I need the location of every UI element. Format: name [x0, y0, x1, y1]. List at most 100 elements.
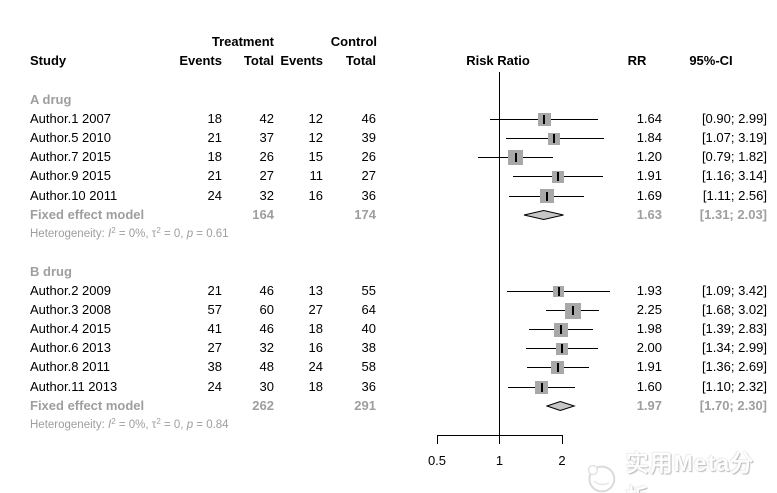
bird-logo-icon [587, 464, 616, 493]
heterogeneity-segment: 2 [111, 416, 116, 426]
ci-value: [1.10; 2.32] [701, 378, 767, 394]
treatment-events-header: Events [179, 53, 222, 68]
rr-value: 1.91 [636, 168, 662, 184]
pooled-effect-diamond [546, 400, 576, 411]
rr-value: 1.84 [636, 130, 662, 146]
point-estimate-tick [543, 115, 546, 125]
ci-value: [1.68; 3.02] [701, 302, 767, 318]
treatment-total-header: Total [243, 53, 274, 68]
treatment-total-value: 60 [259, 302, 274, 318]
control-total-value: 55 [361, 283, 376, 298]
control-events-value: 12 [308, 111, 323, 127]
treatment-total-value: 30 [259, 378, 274, 394]
study-label: Author.10 2011 [30, 187, 118, 203]
point-estimate-tick [514, 153, 517, 163]
point-estimate-tick [545, 191, 548, 201]
treatment-events-value: 27 [207, 340, 222, 356]
heterogeneity-segment: Heterogeneity: [30, 227, 108, 240]
treatment-events-value: 38 [207, 359, 222, 375]
watermark-text: 实用Meta分析 [625, 450, 755, 493]
point-estimate-tick [553, 134, 556, 144]
control-total-value: 64 [361, 302, 376, 318]
study-label: Author.8 2011 [30, 359, 110, 375]
rr-column-header: RR [627, 53, 647, 68]
fixed-control-total: 291 [354, 397, 376, 413]
point-estimate-tick [540, 382, 543, 392]
ci-column-header: 95%-CI [689, 53, 733, 68]
control-events-value: 15 [308, 149, 323, 165]
heterogeneity-segment: = 0%, [115, 418, 152, 431]
treatment-events-value: 21 [207, 130, 222, 146]
treatment-total-value: 46 [259, 283, 274, 298]
point-estimate-tick [571, 306, 574, 316]
control-total-header: Total [345, 53, 376, 68]
study-label: Author.4 2015 [30, 321, 111, 337]
point-estimate-tick [560, 325, 563, 335]
x-axis-tick [436, 435, 438, 444]
ci-value: [1.09; 3.42] [701, 283, 767, 298]
treatment-events-value: 18 [207, 149, 222, 165]
fixed-effect-label: Fixed effect model [30, 206, 145, 222]
heterogeneity-segment: 2 [111, 225, 116, 235]
control-events-value: 12 [308, 130, 323, 146]
control-events-header: Events [280, 53, 323, 68]
control-total-value: 36 [361, 187, 376, 203]
control-events-value: 13 [308, 283, 323, 298]
ci-value: [0.90; 2.99] [701, 111, 767, 127]
treatment-total-value: 26 [259, 149, 274, 165]
control-events-value: 11 [309, 168, 324, 184]
rr-value: 1.98 [636, 321, 662, 337]
treatment-events-value: 21 [207, 168, 222, 184]
control-events-value: 16 [308, 187, 323, 203]
risk-ratio-header: Risk Ratio [466, 53, 530, 68]
rr-value: 1.93 [636, 283, 662, 298]
treatment-events-value: 24 [207, 187, 222, 203]
x-axis-tick [499, 435, 500, 444]
study-label: Author.5 2010 [30, 130, 111, 146]
control-total-value: 36 [361, 378, 376, 394]
heterogeneity-segment: = 0.61 [193, 227, 229, 240]
study-label: Author.6 2013 [30, 340, 111, 356]
heterogeneity-segment: 2 [156, 416, 161, 426]
heterogeneity-segment: 2 [156, 225, 161, 235]
x-axis-tick-label: 0.5 [427, 453, 447, 468]
treatment-total-value: 46 [259, 321, 274, 337]
fixed-rr-value: 1.63 [636, 206, 662, 222]
heterogeneity-segment: τ [151, 227, 157, 240]
x-axis-tick-label: 1 [495, 453, 504, 468]
treatment-events-value: 21 [207, 283, 222, 298]
control-events-value: 27 [308, 302, 323, 318]
treatment-total-value: 32 [259, 340, 274, 356]
group-label: A drug [30, 92, 72, 107]
ci-value: [0.79; 1.82] [701, 149, 767, 165]
control-total-value: 58 [361, 359, 376, 375]
heterogeneity-segment: = 0.84 [193, 418, 229, 431]
rr-value: 2.25 [636, 302, 662, 318]
heterogeneity-text: Heterogeneity: I2 = 0%, τ2 = 0, p = 0.84 [30, 416, 229, 434]
fixed-rr-value: 1.97 [636, 397, 662, 413]
ci-value: [1.39; 2.83] [701, 321, 767, 337]
ci-value: [1.07; 3.19] [701, 130, 767, 146]
heterogeneity-segment: = 0, [160, 418, 187, 431]
control-total-value: 39 [361, 130, 376, 146]
study-label: Author.2 2009 [30, 283, 111, 298]
fixed-control-total: 174 [354, 206, 376, 222]
heterogeneity-text: Heterogeneity: I2 = 0%, τ2 = 0, p = 0.61 [30, 225, 229, 243]
fixed-effect-label: Fixed effect model [30, 397, 145, 413]
point-estimate-tick [561, 344, 563, 354]
rr-value: 1.64 [636, 111, 662, 127]
rr-value: 2.00 [636, 340, 662, 356]
study-label: Author.3 2008 [30, 302, 111, 318]
treatment-total-value: 32 [259, 187, 274, 203]
heterogeneity-segment: τ [151, 418, 157, 431]
point-estimate-tick [557, 287, 560, 296]
heterogeneity-segment: I [108, 227, 112, 240]
heterogeneity-segment: Heterogeneity: [30, 418, 108, 431]
ci-value: [1.34; 2.99] [701, 340, 767, 356]
treatment-total-value: 27 [259, 168, 274, 184]
point-estimate-tick [556, 172, 559, 182]
heterogeneity-segment: = 0%, [115, 227, 152, 240]
control-total-value: 40 [361, 321, 376, 337]
control-total-value: 27 [361, 168, 376, 184]
